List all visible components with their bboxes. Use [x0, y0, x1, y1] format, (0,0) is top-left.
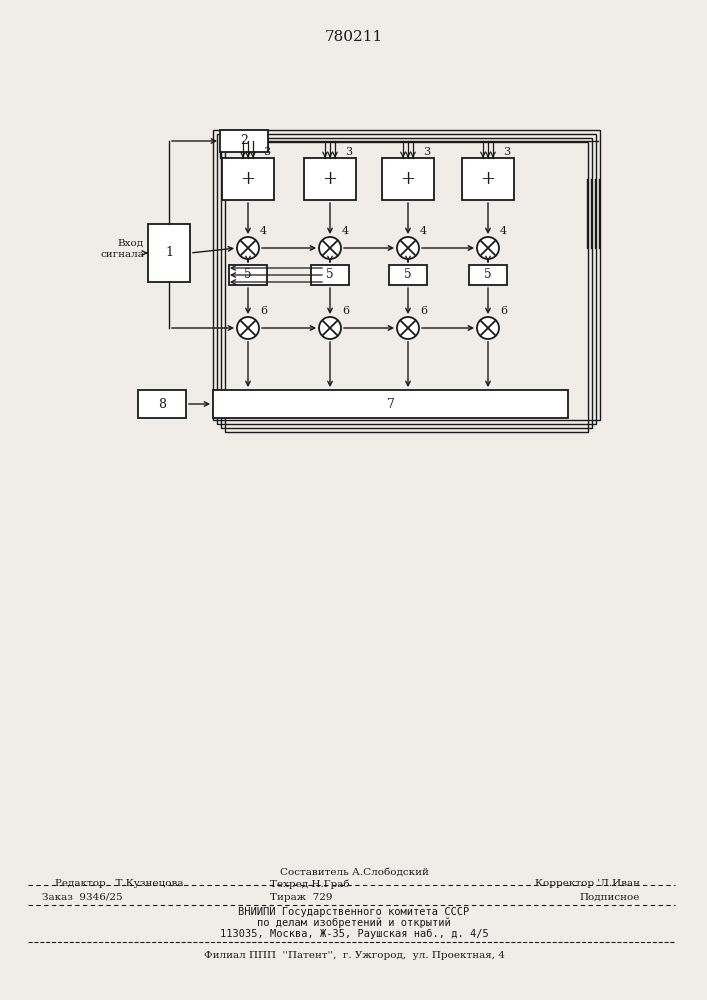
Text: Тираж  729: Тираж 729 [270, 892, 332, 902]
Circle shape [477, 317, 499, 339]
Text: 6: 6 [260, 306, 267, 316]
Circle shape [397, 237, 419, 259]
Circle shape [237, 237, 259, 259]
Text: 4: 4 [420, 226, 427, 236]
Text: 3: 3 [345, 147, 352, 157]
Text: 5: 5 [404, 268, 411, 282]
Text: Редактор   Т.Кузнецова: Редактор Т.Кузнецова [55, 880, 184, 888]
Text: 4: 4 [500, 226, 507, 236]
Bar [469, 265, 507, 285]
Text: 780211: 780211 [325, 30, 383, 44]
Text: 1: 1 [165, 246, 173, 259]
Bar [222, 158, 274, 200]
Text: Техред Н.Граб: Техред Н.Граб [270, 879, 350, 889]
Bar [220, 130, 268, 152]
Bar [221, 138, 592, 428]
Bar [148, 224, 190, 282]
Bar [382, 158, 434, 200]
Text: 3: 3 [503, 147, 510, 157]
Text: +: + [240, 170, 255, 188]
Bar [213, 390, 568, 418]
Text: 8: 8 [158, 397, 166, 410]
Text: +: + [400, 170, 416, 188]
Text: по делам изобретений и открытий: по делам изобретений и открытий [257, 918, 451, 928]
Circle shape [477, 237, 499, 259]
Text: 3: 3 [263, 147, 270, 157]
Text: Составитель А.Слободский: Составитель А.Слободский [279, 867, 428, 876]
Bar [225, 142, 588, 432]
Text: ВНИИПИ Государственного комитета СССР: ВНИИПИ Государственного комитета СССР [238, 907, 469, 917]
Bar [217, 134, 596, 424]
Bar [389, 265, 427, 285]
Text: Подписное: Подписное [580, 892, 640, 902]
Text: Вход
сигнала: Вход сигнала [100, 239, 144, 259]
Text: 4: 4 [260, 226, 267, 236]
Bar [462, 158, 514, 200]
Circle shape [237, 317, 259, 339]
Text: 6: 6 [420, 306, 427, 316]
Text: 4: 4 [342, 226, 349, 236]
Bar [213, 130, 600, 420]
Text: 5: 5 [484, 268, 492, 282]
Text: 2: 2 [240, 134, 248, 147]
Text: Филиал ППП  ''Патент'',  г. Ужгород,  ул. Проектная, 4: Филиал ППП ''Патент'', г. Ужгород, ул. П… [204, 952, 504, 960]
Bar [229, 265, 267, 285]
Text: 113035, Москва, Ж-35, Раушская наб., д. 4/5: 113035, Москва, Ж-35, Раушская наб., д. … [220, 929, 489, 939]
Circle shape [319, 237, 341, 259]
Text: 7: 7 [387, 397, 395, 410]
Text: 6: 6 [342, 306, 349, 316]
Bar [138, 390, 186, 418]
Text: +: + [322, 170, 337, 188]
Text: 6: 6 [500, 306, 507, 316]
Bar [311, 265, 349, 285]
Text: 5: 5 [326, 268, 334, 282]
Text: 5: 5 [244, 268, 252, 282]
Circle shape [397, 317, 419, 339]
Circle shape [319, 317, 341, 339]
Text: 3: 3 [423, 147, 430, 157]
Text: +: + [481, 170, 496, 188]
Text: Заказ  9346/25: Заказ 9346/25 [42, 892, 122, 902]
Text: Корректор 'Л.Иван: Корректор 'Л.Иван [535, 880, 640, 888]
Bar [304, 158, 356, 200]
